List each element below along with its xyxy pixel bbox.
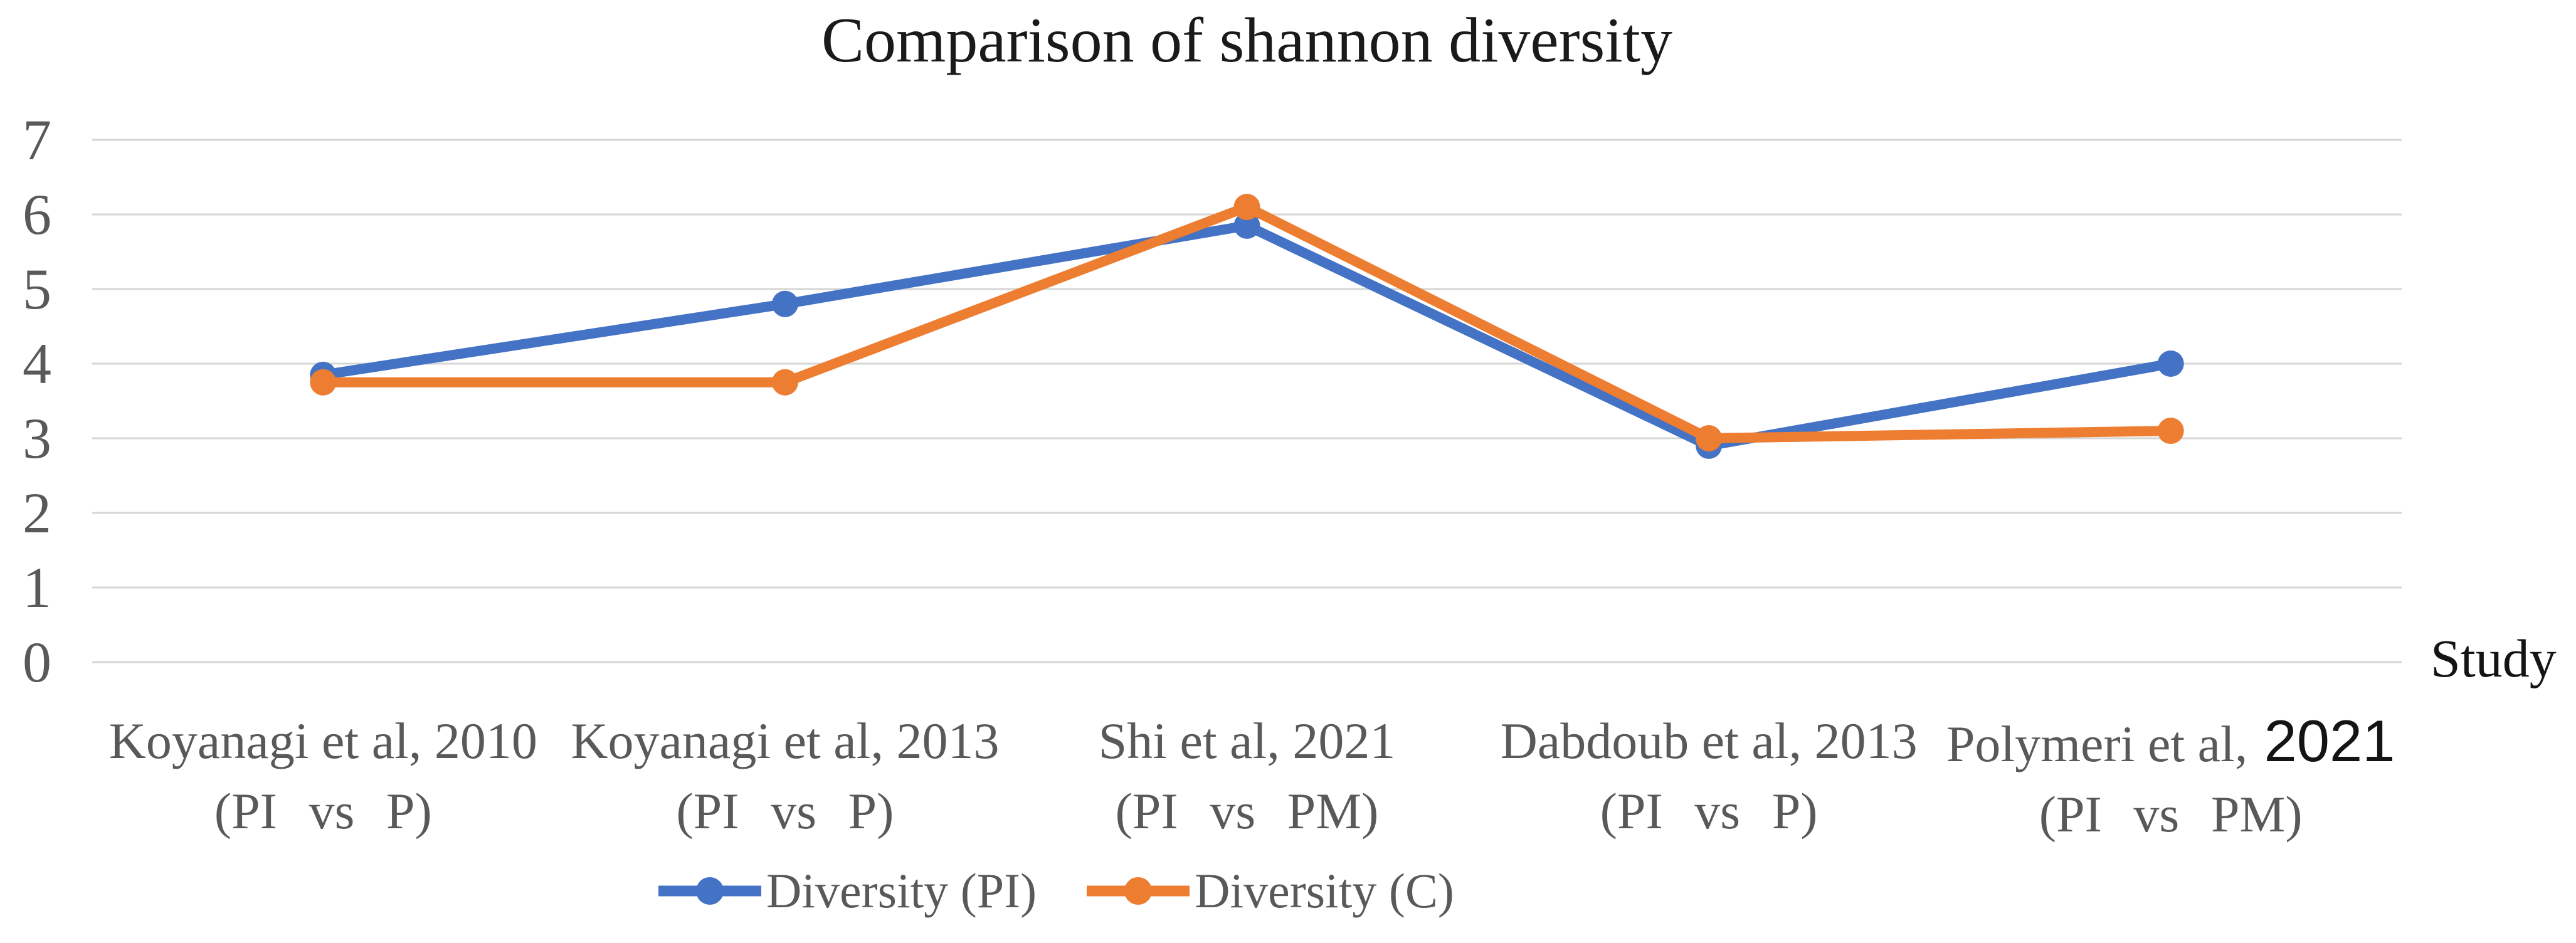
data-point-marker [2157, 418, 2184, 445]
data-point-marker [2157, 350, 2184, 377]
category-name: Shi et al, 2021 [1098, 712, 1396, 769]
category-condition: (PI vs PM) [1115, 782, 1379, 840]
category-condition: (PI vs PM) [2039, 786, 2303, 843]
y-axis-tick: 0 [23, 630, 51, 694]
y-axis-tick: 6 [23, 182, 51, 246]
y-axis-tick: 5 [23, 257, 51, 321]
x-category-label: Shi et al, 2021 (PI vs PM) [1016, 706, 1478, 846]
data-point-marker [1233, 194, 1260, 221]
category-name: Koyanagi et al, 2013 [571, 712, 1000, 769]
category-year-highlight: 2021 [2247, 708, 2395, 774]
series-line [318, 220, 2176, 451]
x-category-label: Koyanagi et al, 2013 (PI vs P) [554, 706, 1016, 846]
category-name: Koyanagi et al, 2010 [108, 712, 537, 769]
category-name: Polymeri et al, 2021 [1946, 708, 2395, 774]
x-category-label: Polymeri et al, 2021 (PI vs PM) [1940, 706, 2402, 850]
category-name: Dabdoub et al, 2013 [1500, 712, 1918, 769]
category-condition: (PI vs P) [676, 782, 894, 840]
data-point-marker [771, 369, 798, 396]
category-condition: (PI vs P) [214, 782, 432, 840]
y-axis-tick: 3 [23, 406, 51, 470]
y-axis-tick: 2 [23, 481, 51, 545]
category-condition: (PI vs P) [1600, 782, 1818, 840]
x-axis-title: Study [2431, 628, 2557, 688]
legend-label: Diversity (PI) [766, 863, 1037, 918]
legend-series-marker-icon [658, 877, 761, 905]
data-point-marker [1233, 212, 1260, 239]
y-axis-tick: 7 [23, 108, 51, 172]
legend-series-marker-icon [1087, 877, 1190, 905]
chart-title: Comparison of shannon diversity [821, 5, 1673, 76]
data-point-marker [771, 290, 798, 317]
legend-item: Diversity (PI) [657, 863, 1037, 919]
legend-item: Diversity (C) [1085, 863, 1454, 919]
y-axis-tick: 1 [23, 556, 51, 619]
x-category-label: Koyanagi et al, 2010 (PI vs P) [92, 706, 554, 846]
x-category-label: Dabdoub et al, 2013 (PI vs P) [1478, 706, 1940, 846]
series-line [318, 202, 2176, 443]
y-axis-tick: 4 [23, 332, 51, 396]
data-point-marker [310, 369, 337, 396]
data-point-marker [1696, 425, 1723, 451]
legend: Diversity (PI) Diversity (C) [657, 863, 1454, 919]
legend-label: Diversity (C) [1195, 863, 1454, 918]
